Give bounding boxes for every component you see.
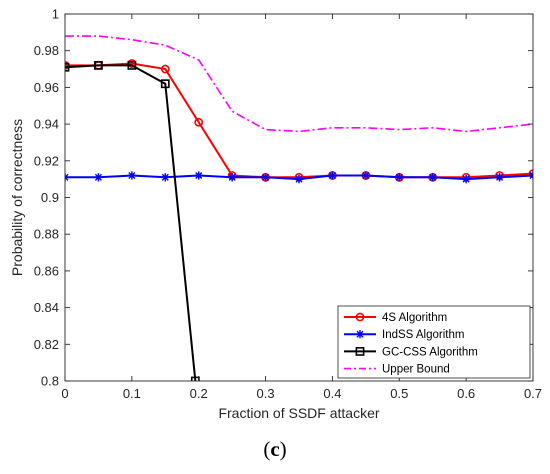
data-point-circle [528, 169, 533, 179]
data-point-star [161, 173, 170, 182]
data-point-star [294, 174, 304, 184]
y-tick-label: 0.84 [34, 300, 59, 315]
caption-letter: c [270, 437, 280, 461]
series-line [65, 35, 533, 133]
series-layer [65, 35, 533, 381]
x-tick-label: 0.4 [323, 386, 341, 401]
y-tick-label: 0.82 [34, 337, 59, 352]
legend-label: Upper Bound [382, 364, 450, 376]
legend-entry: GC-CSS Algorithm [344, 346, 478, 358]
y-tick-label: 0.94 [34, 117, 59, 132]
line-chart: 0 0.1 0.2 0.3 0.4 0.5 0.6 0.7 0.8 0.82 0.84 0.86 0.8… [9, 7, 542, 422]
data-point-star [227, 173, 237, 182]
data-point-square [160, 79, 170, 89]
figure-caption: (c) [0, 437, 550, 462]
x-axis-label: Fraction of SSDF attacker [218, 405, 379, 421]
legend: 4S Algorithm IndSS Algorithm GC-CSS Algori… [337, 305, 531, 379]
y-tick-label: 0.86 [34, 263, 59, 278]
data-point-star [127, 171, 137, 180]
x-tick-label: 0.3 [257, 386, 275, 401]
x-tick-label: 0 [61, 386, 68, 401]
caption-close-paren: ) [279, 437, 287, 461]
data-point-star [361, 171, 371, 180]
y-tick-label: 0.8 [41, 374, 59, 389]
data-point-circle [194, 117, 204, 127]
data-point-circle [160, 64, 170, 74]
y-tick-label: 0.96 [34, 80, 59, 95]
y-axis-label: Probability of correctness [9, 119, 25, 276]
x-tick-label: 0.5 [390, 386, 408, 401]
x-tick-label: 0.2 [190, 386, 208, 401]
series-upper-bound [65, 35, 533, 133]
y-tick-label: 0.88 [34, 227, 59, 242]
legend-label: IndSS Algorithm [382, 329, 464, 341]
x-tick-label: 0.7 [524, 386, 542, 401]
series-line [65, 64, 197, 381]
data-point-star [94, 173, 103, 182]
data-point-star [355, 330, 365, 339]
data-point-star [194, 171, 203, 180]
legend-label: GC-CSS Algorithm [382, 346, 478, 358]
data-point-circle [355, 312, 365, 322]
data-point-square [94, 60, 103, 70]
y-tick-label: 0.98 [34, 43, 59, 58]
data-point-square [355, 346, 365, 356]
data-point-star [395, 173, 404, 182]
data-point-star [461, 174, 471, 184]
legend-label: 4S Algorithm [382, 312, 447, 324]
data-point-square [127, 60, 137, 70]
y-tick-label: 0.92 [34, 153, 59, 168]
ticks: 0 0.1 0.2 0.3 0.4 0.5 0.6 0.7 0.8 0.82 0.84 0.86 0.8… [34, 7, 542, 402]
x-tick-label: 0.1 [123, 386, 141, 401]
data-point-star [428, 173, 437, 182]
data-point-star [261, 173, 270, 182]
y-tick-label: 0.9 [41, 190, 59, 205]
caption-open-paren: ( [263, 437, 271, 461]
data-point-star [495, 173, 504, 182]
data-point-star [328, 171, 337, 180]
legend-entry: 4S Algorithm [344, 312, 447, 324]
series-indss-algorithm [65, 171, 533, 184]
legend-entry: IndSS Algorithm [344, 329, 464, 341]
x-tick-label: 0.6 [457, 386, 475, 401]
y-tick-label: 1 [52, 7, 59, 22]
legend-entry: Upper Bound [344, 364, 450, 376]
